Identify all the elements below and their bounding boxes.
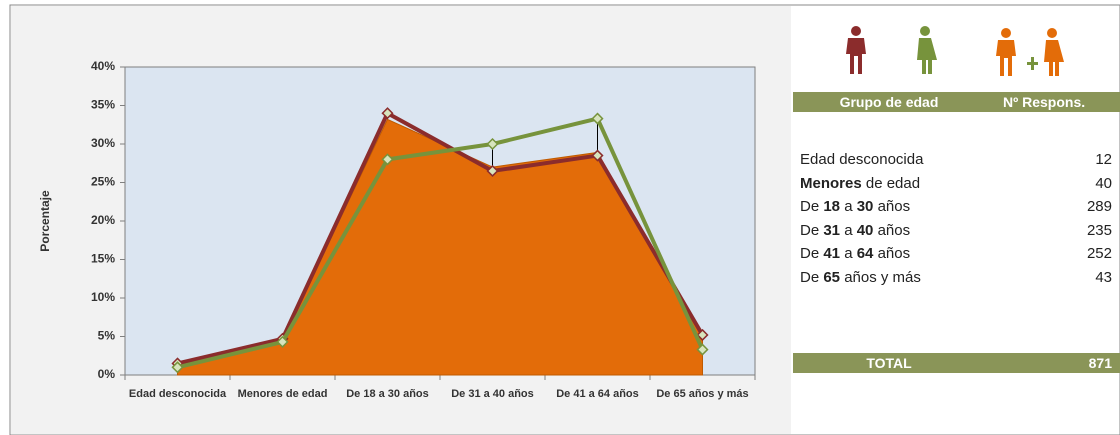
row-label-part: 31 [823, 221, 841, 239]
row-label-part: De [800, 198, 824, 216]
line [177, 116, 705, 370]
row-count: 12 [1095, 151, 1112, 168]
x-tick-label: De 65 años y más [656, 388, 749, 400]
row-label-part: Edad desconocida [800, 151, 924, 168]
marker [276, 335, 289, 348]
row-label-part: 18 [823, 198, 841, 216]
row-label-part: de edad [861, 174, 921, 192]
row-label-part: 40 [856, 221, 874, 239]
total-count: 871 [1088, 355, 1112, 371]
row-label-part: a [840, 221, 857, 239]
y-tick-label: 5% [98, 329, 116, 343]
row-label-part: a [840, 245, 857, 263]
marker [486, 137, 499, 151]
table-row: De 41 a 64 años 252 [800, 245, 1112, 262]
header-cell: Grupo de edad [839, 94, 939, 110]
row-label-part: años [873, 245, 911, 263]
line [177, 111, 705, 366]
row-count: 252 [1086, 245, 1112, 263]
y-tick-label: 30% [91, 136, 115, 150]
marker [591, 112, 604, 125]
table-row: De 65 años y más 43 [800, 269, 1112, 286]
marker [381, 107, 394, 120]
marker [381, 153, 394, 166]
y-tick-label: 40% [91, 59, 115, 73]
table: Grupo de edad Nº Respons. Edad desconoci… [793, 0, 1120, 435]
row-label-part: Menores [800, 174, 862, 192]
row-label-part: años [873, 221, 911, 239]
x-tick-label: De 18 a 30 años [346, 388, 429, 400]
marker [696, 328, 709, 342]
row-label-part: años y más [840, 269, 921, 286]
y-tick-label: 35% [91, 98, 115, 112]
row-count: 40 [1095, 174, 1112, 192]
row-label-part: De [800, 221, 824, 239]
row-label-part: 41 [823, 245, 841, 263]
y-axis-title: Porcentaje [38, 190, 52, 252]
frame [9, 4, 1120, 435]
row-label-part: a [840, 198, 857, 216]
icon-both [996, 28, 1064, 76]
row-count: 289 [1086, 198, 1112, 216]
row-label-part: De [800, 245, 824, 263]
row-label-part: De [800, 269, 824, 286]
table-row: Edad desconocida 12 [800, 151, 1112, 168]
row-label-part: 65 [823, 269, 841, 286]
x-tick-label: De 31 a 40 años [451, 388, 534, 400]
total-row: TOTAL 871 [793, 353, 1120, 373]
x-tick-label: Edad desconocida [128, 388, 227, 400]
y-tick-label: 15% [91, 252, 115, 266]
total-label: TOTAL [866, 355, 912, 371]
table-header: Grupo de edad Nº Respons. [793, 92, 1120, 112]
icon-male [846, 26, 866, 74]
header-cell: Nº Respons. [1003, 94, 1086, 110]
y-tick-label: 25% [91, 175, 115, 189]
row-label-part: 30 [856, 198, 874, 216]
row-count: 235 [1086, 221, 1112, 239]
icon-female [917, 26, 937, 74]
y-tick-label: 20% [91, 213, 115, 227]
table-row: Menores de edad 40 [800, 175, 1112, 192]
marker [696, 343, 709, 356]
marker [591, 149, 604, 162]
marker [171, 361, 184, 374]
y-tick-label: 0% [98, 367, 116, 381]
x-tick-label: Menores de edad [237, 388, 328, 400]
row-label-part: 64 [856, 245, 874, 263]
table-row: De 31 a 40 años 235 [800, 222, 1112, 239]
row-label-part: años [873, 198, 911, 216]
y-tick-label: 10% [91, 290, 115, 304]
table-row: De 18 a 30 años 289 [800, 198, 1112, 215]
row-count: 43 [1095, 269, 1112, 286]
marker [486, 164, 499, 178]
x-tick-label: De 41 a 64 años [556, 388, 639, 400]
